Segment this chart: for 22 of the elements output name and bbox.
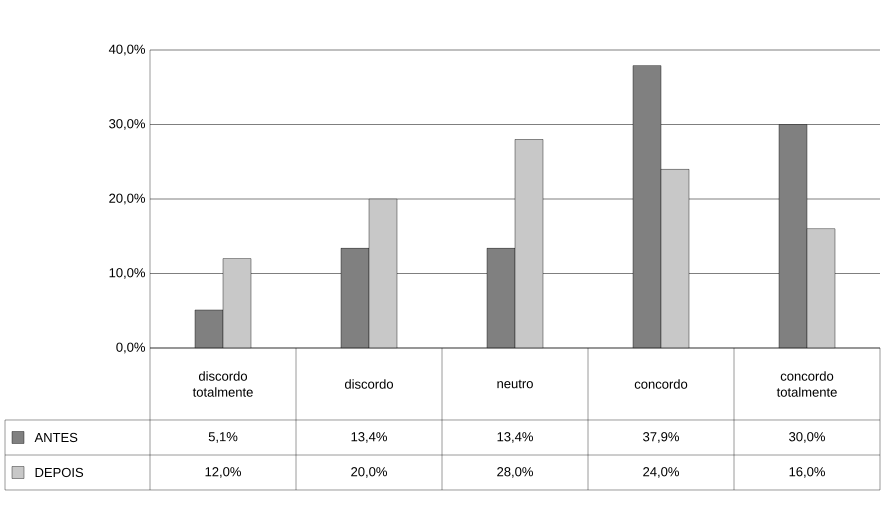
- y-tick-label: 20,0%: [109, 194, 146, 204]
- y-tick-label: 40,0%: [108, 44, 146, 56]
- y-tick-label: 0,0%: [116, 342, 146, 354]
- x-tick-label: discordo totalmente: [192, 371, 253, 397]
- data-label: 20,0%: [351, 467, 387, 478]
- data-label: 37,9%: [643, 432, 679, 443]
- data-label: 5,1%: [208, 432, 238, 443]
- legend-label: ANTES: [34, 432, 78, 442]
- data-label: 13,4%: [498, 432, 533, 443]
- legend-label: DEPOIS: [36, 468, 84, 478]
- data-label: 13,4%: [352, 432, 387, 443]
- data-label: 12,0%: [206, 467, 241, 478]
- y-tick-label: 30,0%: [109, 119, 146, 130]
- y-tick-label: 10,0%: [110, 268, 146, 279]
- x-tick-label: concordo totalmente: [776, 371, 837, 397]
- data-label: 30,0%: [789, 432, 825, 443]
- x-tick-label: concordo: [634, 379, 688, 389]
- x-tick-label: discordo: [344, 379, 394, 389]
- data-label: 16,0%: [790, 467, 825, 478]
- data-label: 24,0%: [643, 467, 679, 478]
- x-tick-label: neutro: [497, 380, 533, 388]
- data-label: 28,0%: [497, 467, 533, 478]
